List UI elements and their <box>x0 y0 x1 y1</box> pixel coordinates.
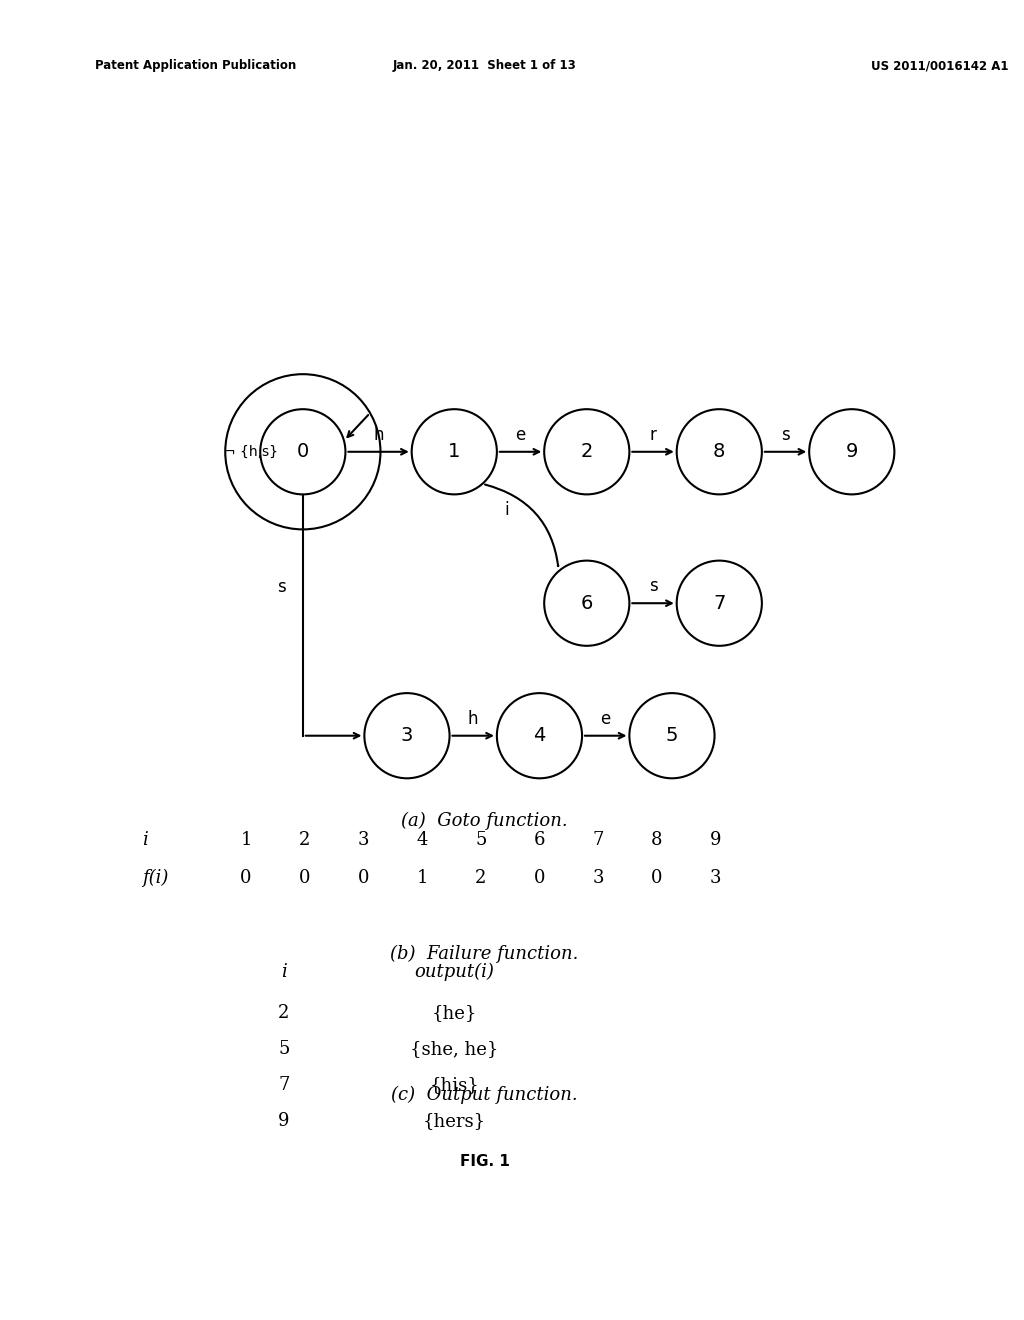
Text: 8: 8 <box>713 442 725 461</box>
Text: 3: 3 <box>710 869 721 887</box>
Text: 3: 3 <box>593 869 604 887</box>
Text: 3: 3 <box>357 830 370 849</box>
Circle shape <box>809 409 894 495</box>
Text: 4: 4 <box>417 830 428 849</box>
Text: US 2011/0016142 A1: US 2011/0016142 A1 <box>870 59 1009 73</box>
Text: f(i): f(i) <box>142 869 168 887</box>
Text: 0: 0 <box>651 869 663 887</box>
Text: (a)  Goto function.: (a) Goto function. <box>401 812 568 830</box>
Text: 8: 8 <box>651 830 663 849</box>
Circle shape <box>630 693 715 779</box>
Text: 7: 7 <box>713 594 725 612</box>
Text: s: s <box>648 577 657 595</box>
Text: 9: 9 <box>846 442 858 461</box>
Circle shape <box>677 561 762 645</box>
Text: 2: 2 <box>299 830 310 849</box>
Circle shape <box>677 409 762 495</box>
Text: 5: 5 <box>475 830 486 849</box>
Text: 5: 5 <box>279 1040 290 1059</box>
Text: {he}: {he} <box>431 1005 477 1022</box>
Text: ¬ {h,s}: ¬ {h,s} <box>224 445 278 459</box>
Text: 7: 7 <box>279 1076 290 1094</box>
Text: {hers}: {hers} <box>423 1111 485 1130</box>
Text: Patent Application Publication: Patent Application Publication <box>94 59 296 73</box>
Text: 0: 0 <box>357 869 370 887</box>
Text: 6: 6 <box>534 830 545 849</box>
Text: (c)  Output function.: (c) Output function. <box>391 1086 578 1105</box>
Text: 1: 1 <box>449 442 461 461</box>
Circle shape <box>365 693 450 779</box>
Text: (b)  Failure function.: (b) Failure function. <box>390 944 579 962</box>
FancyArrowPatch shape <box>485 484 558 566</box>
Text: 0: 0 <box>241 869 252 887</box>
Text: s: s <box>278 578 286 595</box>
Text: Jan. 20, 2011  Sheet 1 of 13: Jan. 20, 2011 Sheet 1 of 13 <box>392 59 577 73</box>
Text: 9: 9 <box>710 830 721 849</box>
Text: 0: 0 <box>297 442 309 461</box>
Text: 2: 2 <box>475 869 486 887</box>
Text: i: i <box>142 830 147 849</box>
Text: 2: 2 <box>279 1005 290 1022</box>
Text: e: e <box>515 426 525 444</box>
Text: FIG. 1: FIG. 1 <box>460 1154 510 1170</box>
Text: {she, he}: {she, he} <box>410 1040 499 1059</box>
Text: 9: 9 <box>279 1111 290 1130</box>
Text: e: e <box>601 710 611 727</box>
Text: 0: 0 <box>299 869 310 887</box>
Text: 5: 5 <box>666 726 678 746</box>
Text: 1: 1 <box>241 830 252 849</box>
Text: output(i): output(i) <box>415 964 495 982</box>
Text: i: i <box>504 502 509 520</box>
Text: h: h <box>468 710 478 727</box>
Text: 7: 7 <box>593 830 604 849</box>
Text: h: h <box>374 426 384 444</box>
Circle shape <box>544 561 630 645</box>
Text: {his}: {his} <box>429 1076 479 1094</box>
Circle shape <box>260 409 345 495</box>
Text: 2: 2 <box>581 442 593 461</box>
Circle shape <box>412 409 497 495</box>
Text: 4: 4 <box>534 726 546 746</box>
Circle shape <box>544 409 630 495</box>
Text: 0: 0 <box>534 869 545 887</box>
Text: 1: 1 <box>417 869 428 887</box>
Text: r: r <box>649 426 656 444</box>
Text: i: i <box>281 964 287 981</box>
Text: s: s <box>781 426 790 444</box>
Text: 3: 3 <box>400 726 413 746</box>
Text: 6: 6 <box>581 594 593 612</box>
Circle shape <box>497 693 582 779</box>
